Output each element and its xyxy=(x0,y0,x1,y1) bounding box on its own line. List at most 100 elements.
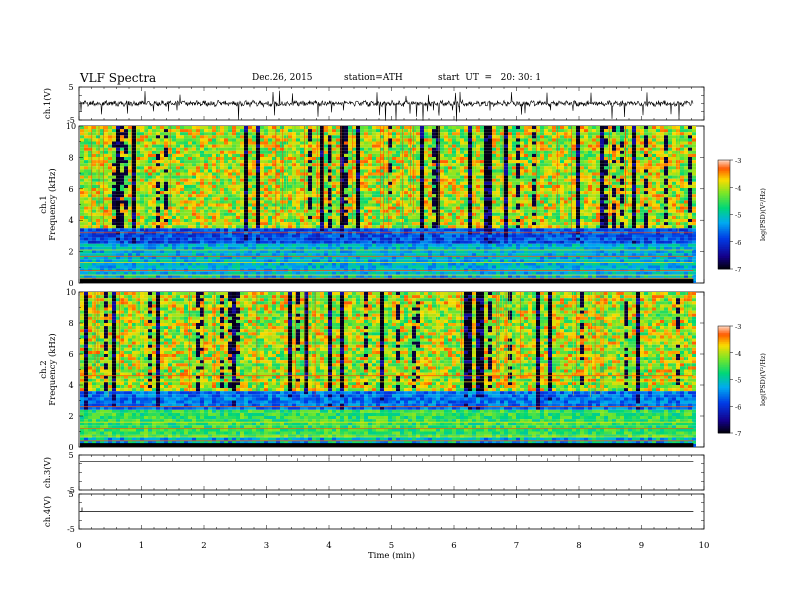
spectrogram-cell xyxy=(324,250,328,254)
spectrogram-cell xyxy=(296,169,300,173)
spectrogram-cell xyxy=(100,209,104,213)
spectrogram-cell xyxy=(208,138,212,142)
spectrogram-cell xyxy=(384,163,388,167)
spectrogram-cell xyxy=(84,132,88,136)
spectrogram-cell xyxy=(80,262,84,266)
spectrogram-cell xyxy=(84,160,88,164)
spectrogram-cell xyxy=(444,169,448,173)
spectrogram-cell xyxy=(396,265,400,269)
spectrogram-cell xyxy=(196,262,200,266)
spectrogram-cell xyxy=(412,240,416,244)
spectrogram-cell xyxy=(188,172,192,176)
spectrogram-cell xyxy=(320,225,324,229)
spectrogram-cell xyxy=(332,194,336,198)
spectrogram-cell xyxy=(184,274,188,278)
spectrogram-cell xyxy=(268,222,272,226)
spectrogram-cell xyxy=(424,203,428,207)
spectrogram-cell xyxy=(192,212,196,216)
spectrogram-cell xyxy=(268,243,272,247)
spectrogram-cell xyxy=(348,129,352,133)
spectrogram-cell xyxy=(344,222,348,226)
spectrogram-cell xyxy=(220,243,224,247)
spectrogram-cell xyxy=(172,135,176,139)
spectrogram-cell xyxy=(324,243,328,247)
spectrogram-cell xyxy=(392,243,396,247)
spectrogram-cell xyxy=(84,141,88,145)
spectrogram-cell xyxy=(272,129,276,133)
spectrogram-cell xyxy=(212,246,216,250)
spectrogram-cell xyxy=(224,265,228,269)
spectrogram-cell xyxy=(92,256,96,260)
spectrogram-cell xyxy=(264,150,268,154)
spectrogram-cell xyxy=(80,209,84,213)
spectrogram-cell xyxy=(216,132,220,136)
spectrogram-cell xyxy=(340,253,344,257)
spectrogram-cell xyxy=(152,178,156,182)
spectrogram-cell xyxy=(380,160,384,164)
spectrogram-cell xyxy=(140,212,144,216)
spectrogram-cell xyxy=(232,206,236,210)
start-time-label: start UT = 20: 30: 1 xyxy=(438,73,542,83)
spectrogram-cell xyxy=(332,153,336,157)
spectrogram-cell xyxy=(148,147,152,151)
spectrogram-cell xyxy=(348,172,352,176)
spectrogram-cell xyxy=(296,222,300,226)
spectrogram-cell xyxy=(244,206,248,210)
spectrogram-cell xyxy=(232,160,236,164)
spectrogram-cell xyxy=(316,160,320,164)
spectrogram-cell xyxy=(184,181,188,185)
spectrogram-cell xyxy=(100,222,104,226)
spectrogram-cell xyxy=(372,126,376,130)
spectrogram-cell xyxy=(240,141,244,145)
spectrogram-cell xyxy=(440,228,444,232)
spectrogram-cell xyxy=(88,209,92,213)
spectrogram-cell xyxy=(364,138,368,142)
spectrogram-cell xyxy=(324,150,328,154)
spectrogram-cell xyxy=(276,144,280,148)
spectrogram-cell xyxy=(272,191,276,195)
spectrogram-cell xyxy=(304,219,308,223)
spectrogram-cell xyxy=(152,147,156,151)
spectrogram-cell xyxy=(224,240,228,244)
spectrogram-cell xyxy=(208,246,212,250)
spectrogram-cell xyxy=(424,219,428,223)
spectrogram-cell xyxy=(180,225,184,229)
spectrogram-cell xyxy=(236,206,240,210)
spectrogram-cell xyxy=(392,271,396,275)
spectrogram-cell xyxy=(292,129,296,133)
spectrogram-cell xyxy=(392,194,396,198)
spectrogram-cell xyxy=(324,138,328,142)
spectrogram-cell xyxy=(108,246,112,250)
spectrogram-cell xyxy=(296,147,300,151)
spectrogram-cell xyxy=(184,178,188,182)
spectrogram-cell xyxy=(196,141,200,145)
spectrogram-cell xyxy=(156,126,160,130)
spectrogram-cell xyxy=(332,147,336,151)
spectrogram-cell xyxy=(296,178,300,182)
spectrogram-cell xyxy=(236,169,240,173)
spectrogram-cell xyxy=(188,135,192,139)
spectrogram-cell xyxy=(96,126,100,130)
spectrogram-cell xyxy=(412,163,416,167)
spectrogram-cell xyxy=(164,240,168,244)
spectrogram-cell xyxy=(248,188,252,192)
spectrogram-cell xyxy=(220,200,224,204)
spectrogram-cell xyxy=(268,150,272,154)
spectrogram-cell xyxy=(328,212,332,216)
spectrogram-cell xyxy=(216,265,220,269)
spectrogram-cell xyxy=(112,138,116,142)
spectrogram-cell xyxy=(280,191,284,195)
spectrogram-cell xyxy=(288,132,292,136)
spectrogram-cell xyxy=(112,215,116,219)
spectrogram-cell xyxy=(420,250,424,254)
spectrogram-cell xyxy=(96,132,100,136)
spectrogram-cell xyxy=(164,175,168,179)
spectrogram-cell xyxy=(200,194,204,198)
spectrogram-cell xyxy=(396,150,400,154)
spectrogram-cell xyxy=(264,144,268,148)
spectrogram-cell xyxy=(452,163,456,167)
spectrogram-cell xyxy=(388,265,392,269)
spectrogram-cell xyxy=(176,163,180,167)
spectrogram-cell xyxy=(368,191,372,195)
spectrogram-cell xyxy=(360,181,364,185)
